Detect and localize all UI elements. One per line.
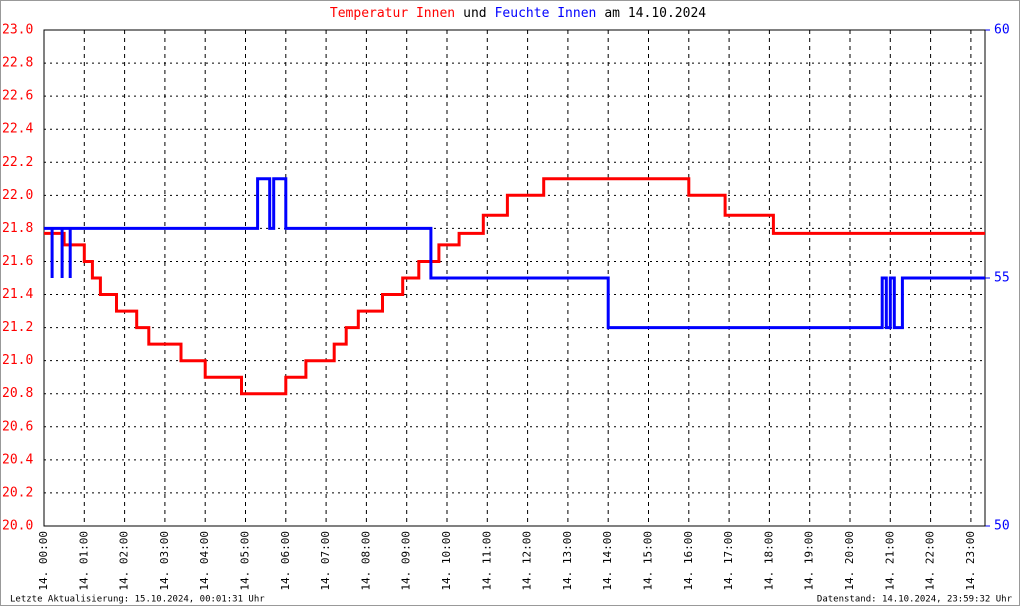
y-tick-label: 20.2 [2, 485, 33, 500]
x-tick-label: 14. 15:00 [641, 531, 654, 591]
y-tick-label: 21.0 [2, 353, 33, 368]
x-tick-label: 14. 21:00 [883, 531, 896, 591]
x-tick-label: 14. 14:00 [601, 531, 614, 591]
y-tick-label: 21.4 [2, 287, 33, 302]
chart-title: Temperatur Innen und Feuchte Innen am 14.10… [330, 6, 706, 21]
x-tick-label: 14. 06:00 [279, 531, 292, 591]
title-part: am 14.10.2024 [604, 6, 706, 21]
x-tick-label: 14. 23:00 [964, 531, 977, 591]
x-tick-label: 14. 18:00 [762, 531, 775, 591]
x-tick-label: 14. 05:00 [238, 531, 251, 591]
x-tick-label: 14. 12:00 [521, 531, 534, 591]
y-tick-label: 20.0 [2, 519, 33, 534]
x-tick-label: 14. 19:00 [803, 531, 816, 591]
footer-right: Datenstand: 14.10.2024, 23:59:32 Uhr [817, 595, 1013, 605]
series-line [44, 177, 985, 330]
y-tick-label: 21.8 [2, 221, 33, 236]
footer-left: Letzte Aktualisierung: 15.10.2024, 00:01… [10, 595, 265, 605]
series-line [44, 177, 985, 396]
x-tick-label: 14. 17:00 [722, 531, 735, 591]
x-tick-label: 14. 00:00 [37, 531, 50, 591]
y-tick-label: 20.6 [2, 419, 33, 434]
y2-tick-label: 55 [994, 271, 1010, 286]
x-tick-label: 14. 13:00 [561, 531, 574, 591]
y-tick-label: 22.4 [2, 122, 33, 137]
y-tick-label: 20.8 [2, 386, 33, 401]
x-tick-label: 14. 04:00 [198, 531, 211, 591]
y-tick-label: 20.4 [2, 452, 33, 467]
x-tick-label: 14. 11:00 [480, 531, 493, 591]
y-tick-label: 21.6 [2, 254, 33, 269]
y2-tick-label: 60 [994, 23, 1010, 38]
y-tick-label: 21.2 [2, 320, 33, 335]
y-tick-label: 22.0 [2, 188, 33, 203]
y-tick-label: 23.0 [2, 23, 33, 38]
title-part: Temperatur Innen [330, 6, 455, 21]
x-tick-label: 14. 01:00 [77, 531, 90, 591]
x-tick-label: 14. 08:00 [359, 531, 372, 591]
title-part: Feuchte Innen [495, 6, 597, 21]
x-tick-label: 14. 02:00 [118, 531, 131, 591]
x-tick-label: 14. 10:00 [440, 531, 453, 591]
x-tick-label: 14. 20:00 [843, 531, 856, 591]
x-tick-label: 14. 16:00 [682, 531, 695, 591]
x-tick-label: 14. 03:00 [158, 531, 171, 591]
y-tick-label: 22.6 [2, 89, 33, 104]
title-part: und [463, 6, 486, 21]
x-tick-label: 14. 07:00 [319, 531, 332, 591]
y-tick-label: 22.8 [2, 56, 33, 71]
y-tick-label: 22.2 [2, 155, 33, 170]
x-tick-label: 14. 22:00 [924, 531, 937, 591]
x-tick-label: 14. 09:00 [400, 531, 413, 591]
y2-tick-label: 50 [994, 519, 1010, 534]
